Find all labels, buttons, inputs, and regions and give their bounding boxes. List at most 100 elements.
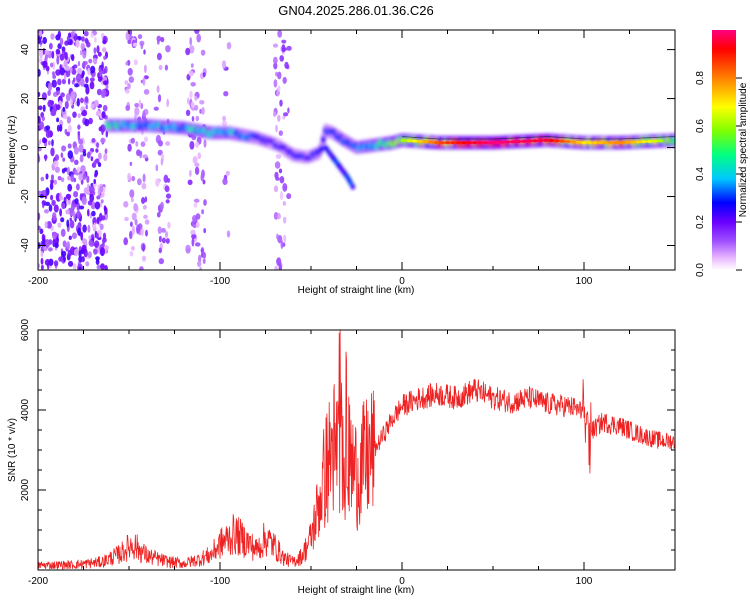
noise-speck — [96, 142, 100, 149]
ridge-hotspot — [646, 139, 653, 143]
noise-speck — [81, 36, 85, 42]
noise-speck — [77, 67, 83, 76]
ridge-hotspot — [504, 140, 511, 144]
noise-speck — [78, 144, 84, 153]
noise-speck — [38, 225, 41, 231]
noise-speck — [59, 37, 64, 46]
noise-speck — [274, 265, 278, 270]
noise-speck — [136, 224, 141, 234]
spectrogram-xtick-label: -100 — [210, 276, 230, 287]
noise-speck — [195, 213, 201, 220]
noise-speck — [66, 35, 70, 42]
noise-speck — [73, 146, 79, 155]
noise-speck — [221, 120, 228, 127]
noise-speck — [279, 99, 283, 107]
noise-speck — [76, 166, 81, 174]
noise-speck — [88, 117, 93, 125]
noise-speck — [44, 221, 48, 229]
noise-speck — [104, 148, 108, 155]
snr-xtick-label: 0 — [399, 576, 405, 587]
noise-speck — [101, 88, 107, 97]
noise-speck — [94, 201, 101, 210]
noise-speck — [97, 162, 102, 168]
noise-speck — [87, 183, 90, 192]
spectrogram-ytick-label: 0 — [20, 144, 31, 150]
noise-speck — [167, 221, 171, 229]
noise-speck — [96, 264, 102, 270]
noise-speck — [277, 114, 281, 122]
noise-speck — [38, 212, 41, 221]
noise-speck — [64, 51, 67, 60]
noise-speck — [50, 110, 56, 117]
noise-speck — [194, 30, 200, 35]
noise-speck — [95, 110, 101, 117]
noise-speck — [164, 64, 168, 71]
noise-speck — [190, 82, 196, 87]
noise-speck — [281, 44, 286, 53]
noise-speck — [142, 154, 148, 159]
noise-speck — [54, 166, 60, 173]
noise-speck — [43, 209, 50, 214]
noise-speck — [60, 152, 64, 158]
noise-speck — [53, 179, 57, 185]
noise-speck — [64, 101, 69, 109]
ridge-hotspot — [597, 141, 604, 145]
noise-speck — [98, 70, 103, 75]
noise-speck — [78, 173, 84, 181]
noise-speck — [100, 263, 105, 270]
ridge-hotspot — [608, 141, 615, 145]
noise-speck — [187, 97, 190, 105]
noise-speck — [130, 137, 135, 144]
noise-speck — [164, 230, 169, 238]
noise-speck — [279, 55, 285, 62]
noise-speck — [103, 153, 108, 162]
noise-speck — [38, 36, 41, 44]
noise-speck — [165, 141, 171, 146]
noise-speck — [141, 182, 147, 190]
noise-speck — [203, 228, 207, 234]
noise-speck — [125, 61, 128, 66]
noise-speck — [79, 193, 83, 201]
noise-speck — [127, 39, 132, 45]
noise-speck — [160, 228, 166, 233]
noise-speck — [155, 178, 160, 187]
noise-speck — [160, 158, 164, 166]
noise-speck — [131, 212, 137, 221]
noise-speck — [193, 198, 200, 203]
noise-speck — [52, 61, 56, 70]
noise-speck — [85, 261, 90, 267]
noise-speck — [273, 111, 277, 117]
ridge-hotspot — [548, 138, 555, 142]
noise-speck — [46, 221, 52, 229]
spectrogram-ytick-label: 20 — [20, 93, 31, 105]
spectrogram-ylabel: Frequency (Hz) — [7, 116, 18, 185]
noise-speck — [156, 85, 160, 93]
colorbar-tick-label: 0.8 — [695, 71, 706, 85]
ridge-hotspot — [510, 140, 517, 144]
noise-speck — [202, 258, 206, 264]
noise-speck — [158, 235, 162, 243]
noise-speck — [127, 83, 131, 90]
noise-speck — [191, 234, 197, 240]
noise-speck — [53, 204, 59, 213]
noise-speck — [59, 53, 65, 61]
ridge-hotspot — [411, 139, 418, 143]
noise-speck — [200, 248, 204, 253]
noise-speck — [203, 139, 207, 148]
noise-speck — [52, 71, 55, 77]
noise-speck — [135, 141, 139, 147]
noise-speck — [142, 244, 145, 252]
noise-speck — [89, 81, 95, 90]
noise-speck — [54, 154, 60, 161]
noise-speck — [57, 222, 62, 228]
noise-speck — [190, 101, 195, 109]
noise-speck — [77, 36, 82, 41]
noise-speck — [102, 47, 107, 53]
noise-speck — [41, 200, 47, 205]
noise-speck — [42, 60, 48, 68]
noise-speck — [191, 116, 195, 122]
noise-speck — [96, 232, 99, 240]
noise-speck — [77, 227, 81, 236]
noise-speck — [103, 205, 107, 212]
snr-xtick-label: 100 — [576, 576, 593, 587]
